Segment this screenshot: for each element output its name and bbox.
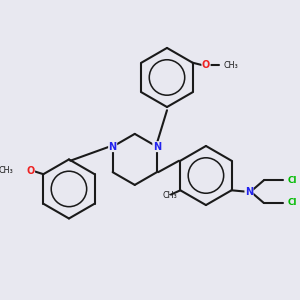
Text: N: N <box>245 187 253 196</box>
Text: CH₃: CH₃ <box>224 61 238 70</box>
Text: CH₃: CH₃ <box>0 167 13 176</box>
Text: N: N <box>153 142 161 152</box>
Text: O: O <box>202 60 210 70</box>
Text: Cl: Cl <box>288 198 298 207</box>
Text: Cl: Cl <box>288 176 298 185</box>
Text: O: O <box>26 166 34 176</box>
Text: CH₃: CH₃ <box>162 190 177 200</box>
Text: N: N <box>109 142 117 152</box>
